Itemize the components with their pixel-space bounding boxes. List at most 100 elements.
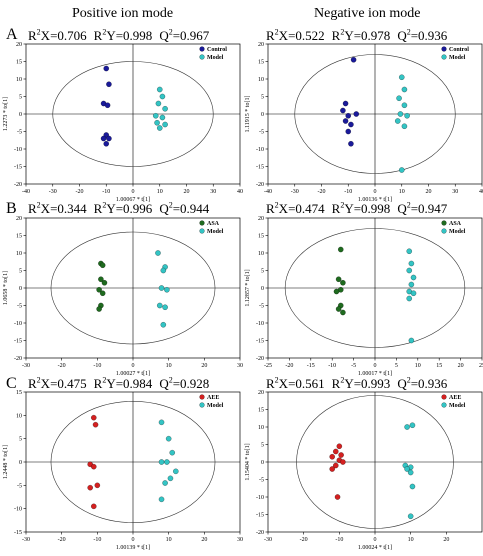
data-point [406,267,412,274]
data-point [162,106,168,112]
y-tick-label: -15 [14,339,22,345]
legend-marker [441,54,447,60]
y-tick-label: 5 [19,437,22,443]
x-tick-label: 20 [443,537,449,543]
x-tick-label: -40 [22,189,30,195]
legend: Control Model [199,46,227,61]
x-tick: -5 [351,358,356,369]
column-title-negative: Negative ion mode [314,6,421,21]
y-tick-label: 10 [16,251,22,257]
x-tick: -10 [328,358,336,369]
data-point [99,290,106,296]
x-tick-label: 20 [201,363,207,369]
stat-r2y: R2Y=0.998 [331,201,391,217]
x-tick-label: 0 [132,189,135,195]
stat-value-r2y: =0.978 [353,28,391,44]
y-tick-label: 20 [258,390,264,396]
x-tick: 30 [237,532,243,543]
data-point [157,125,163,131]
y-tick: -20 [14,356,26,362]
data-point [407,513,414,519]
x-tick-label: -10 [93,363,101,369]
y-tick: -15 [14,165,26,171]
data-point [94,482,101,489]
data-point [399,167,405,173]
x-tick: -30 [22,532,30,543]
x-tick: 0 [374,184,377,195]
stat-r2y: R2Y=0.978 [331,28,391,44]
series-asa [96,260,108,312]
y-tick: 0 [261,112,268,118]
data-point [342,118,349,124]
legend-label: Model [207,229,224,235]
data-point [154,120,160,126]
y-tick-label: 20 [258,216,264,222]
y-tick-label: 15 [16,390,22,396]
data-point [158,285,165,291]
y-tick: -20 [256,182,268,188]
x-tick: 40 [237,184,243,195]
stat-q2: Q2=0.947 [397,201,448,217]
x-tick: 30 [237,358,243,369]
data-point [340,280,346,286]
x-axis-label: 1.00017 * t[1] [358,371,392,377]
y-tick-label: 20 [16,42,22,48]
data-point [338,246,344,253]
y-axis-label: 1.11915 * to[1] [245,96,251,133]
x-axis-label: 1.00067 * t[1] [116,197,150,203]
y-tick: 10 [16,77,26,83]
data-point [342,100,349,107]
stat-value-r2x: =0.522 [288,28,325,44]
y-tick: 5 [19,95,26,101]
x-tick-label: -20 [300,537,308,543]
data-point [169,449,175,456]
x-tick: 0 [132,358,135,369]
x-tick-label: -30 [49,189,57,195]
y-tick-label: 15 [258,234,264,240]
row-letter-c: C [6,375,17,392]
legend: Control Model [441,46,469,61]
x-tick-label: 10 [399,189,405,195]
x-tick-label: -10 [335,537,343,543]
stat-value-r2x: =0.475 [50,376,87,392]
y-tick: 20 [16,216,26,222]
data-point [91,414,97,421]
x-tick-label: 0 [374,537,377,543]
data-point [401,86,408,93]
y-tick-label: 15 [258,408,264,414]
y-tick: -10 [14,321,26,327]
y-tick-label: -15 [14,530,22,536]
legend-label: ASA [449,221,462,227]
x-tick: 20 [201,358,207,369]
data-point [157,86,163,93]
data-point [92,421,99,428]
data-point [162,304,168,310]
y-tick: -5 [17,304,26,310]
y-tick-label: 5 [19,95,22,101]
x-tick: -30 [264,532,272,543]
stat-r2y: R2Y=0.993 [331,376,391,392]
x-tick: -20 [318,184,326,195]
data-point [406,248,412,254]
x-tick: 20 [443,532,449,543]
y-axis-label: 1.2273 * to[1] [3,97,9,131]
data-point [153,113,159,119]
legend: AEE Model [441,394,466,409]
y-tick: 5 [19,437,26,443]
x-tick-label: 40 [237,189,243,195]
data-point [157,302,163,309]
data-point [348,121,354,128]
data-point [407,469,414,476]
x-tick: -10 [93,532,101,543]
y-tick-label: 20 [258,42,264,48]
x-tick-label: -5 [351,363,356,369]
stat-q2: Q2=0.928 [159,376,210,392]
y-tick-label: -20 [256,356,264,362]
y-tick-label: 0 [19,460,22,466]
data-point [409,483,416,490]
y-tick-label: 5 [261,269,264,275]
stat-q2: Q2=0.936 [397,376,448,392]
data-point [106,135,112,142]
x-tick-label: 10 [166,363,172,369]
y-tick-label: -5 [17,130,22,136]
